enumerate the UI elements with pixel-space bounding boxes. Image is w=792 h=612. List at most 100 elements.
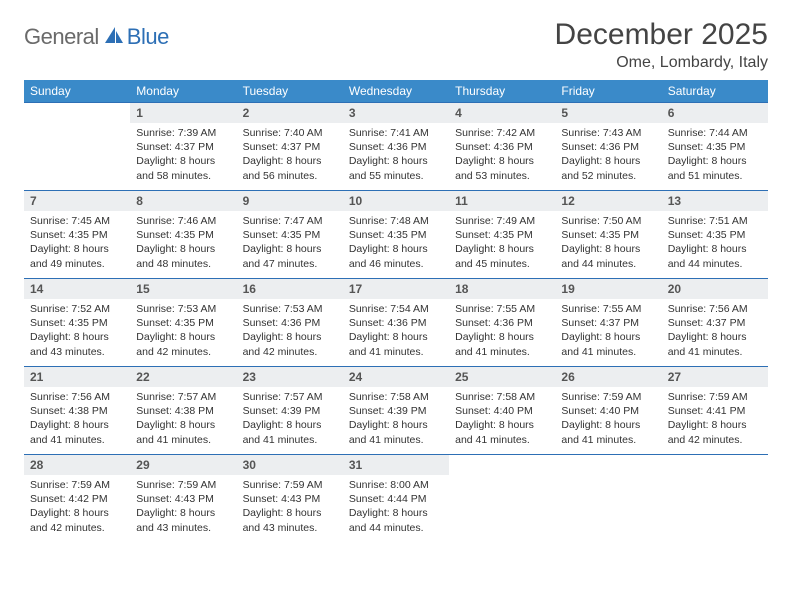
calendar-cell: 4Sunrise: 7:42 AMSunset: 4:36 PMDaylight…	[449, 103, 555, 191]
sunset-text: Sunset: 4:35 PM	[668, 140, 762, 154]
daylight-text: Daylight: 8 hours and 48 minutes.	[136, 242, 230, 270]
sunrise-text: Sunrise: 7:40 AM	[243, 126, 337, 140]
day-details: Sunrise: 7:56 AMSunset: 4:38 PMDaylight:…	[24, 387, 130, 453]
day-number: 24	[343, 367, 449, 387]
sunrise-text: Sunrise: 7:54 AM	[349, 302, 443, 316]
sunrise-text: Sunrise: 7:59 AM	[30, 478, 124, 492]
calendar-cell: 21Sunrise: 7:56 AMSunset: 4:38 PMDayligh…	[24, 367, 130, 455]
logo-text-blue: Blue	[127, 24, 169, 50]
daylight-text: Daylight: 8 hours and 51 minutes.	[668, 154, 762, 182]
day-details: Sunrise: 7:41 AMSunset: 4:36 PMDaylight:…	[343, 123, 449, 189]
daylight-text: Daylight: 8 hours and 43 minutes.	[243, 506, 337, 534]
weekday-header: Friday	[555, 80, 661, 103]
sunrise-text: Sunrise: 7:42 AM	[455, 126, 549, 140]
sunset-text: Sunset: 4:35 PM	[30, 316, 124, 330]
day-details: Sunrise: 7:57 AMSunset: 4:39 PMDaylight:…	[237, 387, 343, 453]
day-number: 21	[24, 367, 130, 387]
day-number: 6	[662, 103, 768, 123]
weekday-header-row: Sunday Monday Tuesday Wednesday Thursday…	[24, 80, 768, 103]
sunrise-text: Sunrise: 7:57 AM	[136, 390, 230, 404]
day-number: 1	[130, 103, 236, 123]
sunrise-text: Sunrise: 7:52 AM	[30, 302, 124, 316]
daylight-text: Daylight: 8 hours and 41 minutes.	[455, 330, 549, 358]
calendar-cell: 13Sunrise: 7:51 AMSunset: 4:35 PMDayligh…	[662, 191, 768, 279]
calendar-body: .1Sunrise: 7:39 AMSunset: 4:37 PMDayligh…	[24, 103, 768, 543]
calendar-cell: 29Sunrise: 7:59 AMSunset: 4:43 PMDayligh…	[130, 455, 236, 543]
day-details: Sunrise: 7:54 AMSunset: 4:36 PMDaylight:…	[343, 299, 449, 365]
day-details: Sunrise: 7:50 AMSunset: 4:35 PMDaylight:…	[555, 211, 661, 277]
sunrise-text: Sunrise: 7:59 AM	[243, 478, 337, 492]
day-details: Sunrise: 7:47 AMSunset: 4:35 PMDaylight:…	[237, 211, 343, 277]
calendar-cell: 5Sunrise: 7:43 AMSunset: 4:36 PMDaylight…	[555, 103, 661, 191]
month-title: December 2025	[555, 18, 768, 52]
day-number: 23	[237, 367, 343, 387]
day-number: 22	[130, 367, 236, 387]
daylight-text: Daylight: 8 hours and 44 minutes.	[668, 242, 762, 270]
calendar-cell: 19Sunrise: 7:55 AMSunset: 4:37 PMDayligh…	[555, 279, 661, 367]
daylight-text: Daylight: 8 hours and 41 minutes.	[136, 418, 230, 446]
day-details: Sunrise: 7:53 AMSunset: 4:36 PMDaylight:…	[237, 299, 343, 365]
sunset-text: Sunset: 4:37 PM	[243, 140, 337, 154]
weekday-header: Thursday	[449, 80, 555, 103]
sunset-text: Sunset: 4:38 PM	[30, 404, 124, 418]
day-details: Sunrise: 7:48 AMSunset: 4:35 PMDaylight:…	[343, 211, 449, 277]
day-details: Sunrise: 8:00 AMSunset: 4:44 PMDaylight:…	[343, 475, 449, 541]
day-details: Sunrise: 7:43 AMSunset: 4:36 PMDaylight:…	[555, 123, 661, 189]
sunset-text: Sunset: 4:36 PM	[349, 140, 443, 154]
calendar-cell: 3Sunrise: 7:41 AMSunset: 4:36 PMDaylight…	[343, 103, 449, 191]
sunrise-text: Sunrise: 7:55 AM	[455, 302, 549, 316]
calendar-cell: 2Sunrise: 7:40 AMSunset: 4:37 PMDaylight…	[237, 103, 343, 191]
calendar-cell: 17Sunrise: 7:54 AMSunset: 4:36 PMDayligh…	[343, 279, 449, 367]
calendar-cell: 20Sunrise: 7:56 AMSunset: 4:37 PMDayligh…	[662, 279, 768, 367]
sunrise-text: Sunrise: 7:45 AM	[30, 214, 124, 228]
sunset-text: Sunset: 4:42 PM	[30, 492, 124, 506]
daylight-text: Daylight: 8 hours and 41 minutes.	[561, 418, 655, 446]
daylight-text: Daylight: 8 hours and 43 minutes.	[30, 330, 124, 358]
day-number: 28	[24, 455, 130, 475]
day-details: Sunrise: 7:39 AMSunset: 4:37 PMDaylight:…	[130, 123, 236, 189]
day-number: 25	[449, 367, 555, 387]
calendar-week-row: .1Sunrise: 7:39 AMSunset: 4:37 PMDayligh…	[24, 103, 768, 191]
calendar-week-row: 28Sunrise: 7:59 AMSunset: 4:42 PMDayligh…	[24, 455, 768, 543]
day-number: 20	[662, 279, 768, 299]
sunrise-text: Sunrise: 7:39 AM	[136, 126, 230, 140]
sunset-text: Sunset: 4:35 PM	[349, 228, 443, 242]
daylight-text: Daylight: 8 hours and 41 minutes.	[455, 418, 549, 446]
sunset-text: Sunset: 4:39 PM	[243, 404, 337, 418]
sunset-text: Sunset: 4:37 PM	[668, 316, 762, 330]
day-details: Sunrise: 7:45 AMSunset: 4:35 PMDaylight:…	[24, 211, 130, 277]
day-details: Sunrise: 7:59 AMSunset: 4:43 PMDaylight:…	[237, 475, 343, 541]
sunset-text: Sunset: 4:35 PM	[561, 228, 655, 242]
sunrise-text: Sunrise: 7:58 AM	[455, 390, 549, 404]
day-details: Sunrise: 7:49 AMSunset: 4:35 PMDaylight:…	[449, 211, 555, 277]
sunrise-text: Sunrise: 7:43 AM	[561, 126, 655, 140]
calendar-cell: .	[555, 455, 661, 543]
calendar-cell: .	[662, 455, 768, 543]
calendar-cell: 31Sunrise: 8:00 AMSunset: 4:44 PMDayligh…	[343, 455, 449, 543]
calendar-cell: 9Sunrise: 7:47 AMSunset: 4:35 PMDaylight…	[237, 191, 343, 279]
logo: General Blue	[24, 24, 169, 50]
calendar-cell: .	[449, 455, 555, 543]
day-number: 13	[662, 191, 768, 211]
calendar-cell: 10Sunrise: 7:48 AMSunset: 4:35 PMDayligh…	[343, 191, 449, 279]
calendar-table: Sunday Monday Tuesday Wednesday Thursday…	[24, 80, 768, 543]
day-number: 4	[449, 103, 555, 123]
daylight-text: Daylight: 8 hours and 43 minutes.	[136, 506, 230, 534]
day-details: Sunrise: 7:58 AMSunset: 4:39 PMDaylight:…	[343, 387, 449, 453]
calendar-cell: 23Sunrise: 7:57 AMSunset: 4:39 PMDayligh…	[237, 367, 343, 455]
sunrise-text: Sunrise: 7:49 AM	[455, 214, 549, 228]
daylight-text: Daylight: 8 hours and 41 minutes.	[243, 418, 337, 446]
calendar-cell: .	[24, 103, 130, 191]
day-details: Sunrise: 7:44 AMSunset: 4:35 PMDaylight:…	[662, 123, 768, 189]
sunrise-text: Sunrise: 7:47 AM	[243, 214, 337, 228]
sunset-text: Sunset: 4:39 PM	[349, 404, 443, 418]
day-number: 26	[555, 367, 661, 387]
sunset-text: Sunset: 4:35 PM	[136, 316, 230, 330]
day-number: 11	[449, 191, 555, 211]
sunrise-text: Sunrise: 7:59 AM	[668, 390, 762, 404]
title-block: December 2025 Ome, Lombardy, Italy	[555, 18, 768, 72]
weekday-header: Tuesday	[237, 80, 343, 103]
daylight-text: Daylight: 8 hours and 55 minutes.	[349, 154, 443, 182]
sunset-text: Sunset: 4:37 PM	[561, 316, 655, 330]
day-number: 7	[24, 191, 130, 211]
